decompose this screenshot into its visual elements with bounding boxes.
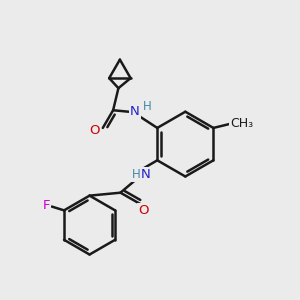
Text: H: H bbox=[142, 100, 152, 113]
Text: O: O bbox=[89, 124, 100, 137]
Text: F: F bbox=[43, 199, 50, 212]
Text: H: H bbox=[131, 168, 140, 181]
Text: N: N bbox=[141, 168, 150, 181]
Text: CH₃: CH₃ bbox=[230, 117, 253, 130]
Text: O: O bbox=[138, 204, 149, 218]
Text: N: N bbox=[130, 105, 140, 118]
